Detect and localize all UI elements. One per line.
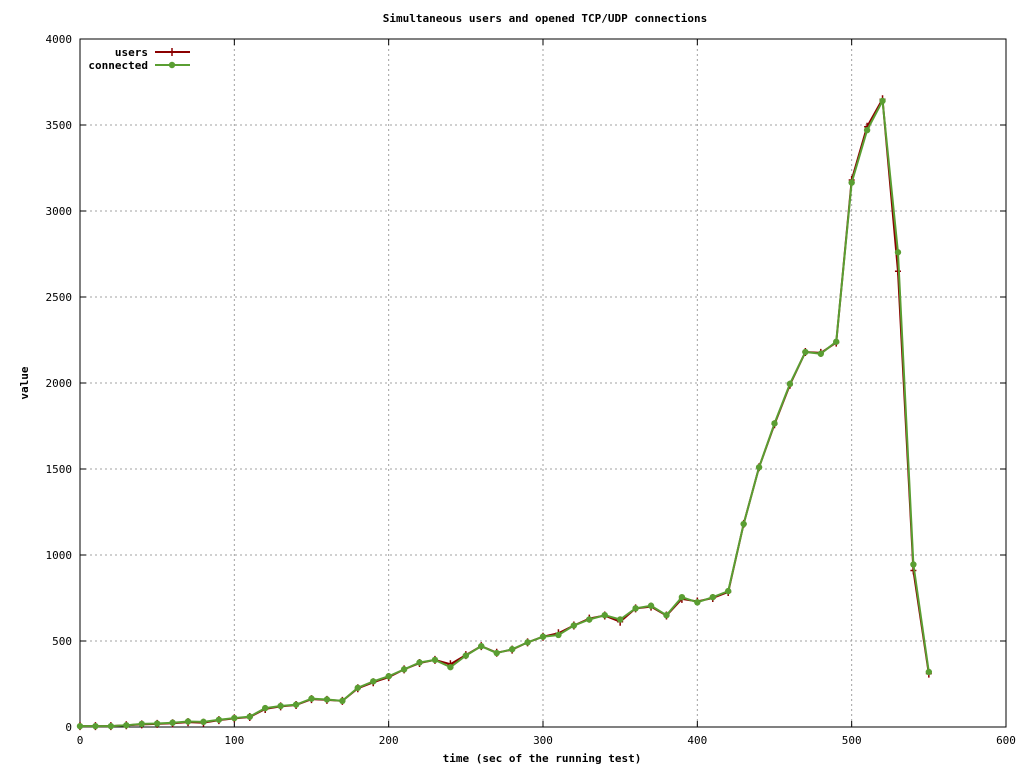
data-point-connected — [586, 616, 593, 623]
data-point-connected — [740, 520, 747, 528]
data-point-connected — [354, 684, 361, 691]
data-point-connected — [339, 697, 346, 705]
series-connected — [76, 97, 933, 730]
y-tick-label: 3500 — [46, 119, 73, 132]
data-point-connected — [138, 720, 145, 728]
data-point-connected — [632, 605, 639, 612]
data-point-connected — [107, 722, 115, 730]
data-point-connected — [478, 642, 485, 650]
x-tick-label: 400 — [687, 734, 707, 747]
data-point-connected — [76, 722, 84, 730]
data-point-connected — [370, 678, 377, 685]
axis-ticks: 0 100 200 300 400 500 600 0 500 1000 1500 2000 2500 3… — [46, 33, 1016, 747]
data-point-connected — [400, 666, 408, 673]
y-tick-label: 1000 — [46, 549, 73, 562]
data-point-connected — [894, 249, 902, 256]
x-tick-label: 200 — [379, 734, 399, 747]
y-tick-label: 0 — [65, 721, 72, 734]
data-point-connected — [416, 659, 423, 666]
grid-lines — [80, 39, 1006, 727]
data-point-connected — [709, 593, 716, 601]
data-point-connected — [385, 673, 392, 680]
data-point-connected — [678, 593, 686, 601]
x-tick-label: 0 — [77, 734, 84, 747]
data-point-connected — [879, 97, 886, 105]
y-tick-label: 2500 — [46, 291, 73, 304]
x-tick-label: 600 — [996, 734, 1016, 747]
data-point-connected — [277, 702, 284, 710]
data-point-connected — [833, 338, 840, 345]
y-tick-label: 4000 — [46, 33, 73, 46]
data-point-connected — [771, 420, 778, 427]
data-point-connected — [231, 714, 238, 722]
data-point-connected — [508, 646, 516, 653]
data-point-connected — [647, 602, 655, 609]
y-axis-title: value — [18, 366, 31, 399]
data-point-connected — [848, 179, 855, 186]
legend-marker-users — [169, 48, 175, 56]
data-point-connected — [153, 720, 161, 727]
data-point-connected — [786, 380, 794, 388]
legend-label-users: users — [115, 46, 148, 59]
data-point-connected — [308, 695, 315, 702]
data-point-connected — [755, 464, 763, 471]
data-point-connected — [493, 649, 500, 657]
y-tick-label: 2000 — [46, 377, 73, 390]
data-point-connected — [323, 696, 331, 703]
legend-marker-connected — [168, 61, 176, 69]
data-point-connected — [663, 612, 670, 619]
data-point-connected — [92, 722, 99, 730]
data-point-connected — [863, 126, 871, 134]
legend-label-connected: connected — [88, 59, 148, 72]
x-tick-label: 300 — [533, 734, 553, 747]
data-point-connected — [802, 348, 809, 356]
x-tick-label: 500 — [842, 734, 862, 747]
data-point-connected — [616, 616, 624, 623]
x-tick-label: 100 — [224, 734, 244, 747]
data-point-connected — [262, 704, 269, 712]
data-point-connected — [817, 350, 824, 357]
data-point-connected — [431, 656, 439, 664]
y-tick-label: 500 — [52, 635, 72, 648]
data-point-connected — [725, 587, 732, 595]
data-point-connected — [184, 718, 192, 725]
data-point-connected — [539, 633, 547, 640]
data-point-connected — [694, 599, 701, 606]
data-point-connected — [555, 631, 562, 639]
y-tick-label: 1500 — [46, 463, 73, 476]
data-point-connected — [169, 719, 176, 726]
data-point-connected — [246, 713, 253, 720]
data-point-connected — [123, 722, 130, 729]
data-point-connected — [925, 668, 933, 676]
data-point-connected — [910, 561, 917, 568]
data-point-connected — [292, 701, 300, 708]
data-point-connected — [462, 652, 470, 659]
x-axis-title: time (sec of the running test) — [443, 752, 642, 765]
data-point-connected — [200, 718, 207, 726]
series-layer — [76, 95, 933, 731]
data-point-connected — [447, 663, 454, 671]
data-point-connected — [524, 639, 531, 646]
data-point-connected — [570, 622, 578, 629]
y-tick-label: 3000 — [46, 205, 73, 218]
data-point-connected — [215, 716, 223, 723]
data-point-connected — [601, 612, 608, 619]
chart-title: Simultaneous users and opened TCP/UDP co… — [383, 12, 708, 25]
